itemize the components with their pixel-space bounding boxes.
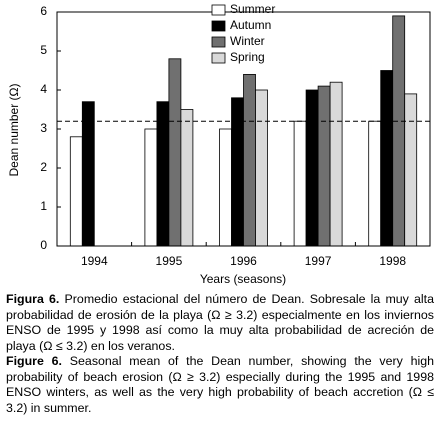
y-tick-label: 6 [40,4,47,18]
caption-text: Promedio estacional del número de Dean. … [6,292,434,353]
bar [255,89,268,247]
bar [168,58,182,247]
caption-en: Figure 6. Seasonal mean of the Dean numb… [6,354,434,416]
caption-es: Figura 6. Promedio estacional del número… [6,292,434,354]
legend-label: Summer [230,2,275,16]
y-tick-label: 2 [40,160,47,174]
y-tick-label: 3 [40,121,47,135]
bar [293,120,307,247]
x-tick-label: 1997 [305,254,332,268]
caption: Figura 6. Promedio estacional del número… [0,292,440,416]
legend-label: Autumn [230,18,271,32]
legend-label: Winter [230,34,265,48]
caption-label: Figure 6. [6,354,62,368]
bar [404,93,418,247]
bar [156,101,170,247]
bar [180,109,194,247]
y-tick-label: 0 [40,238,47,252]
caption-text: Seasonal mean of the Dean number, showin… [6,354,434,415]
bar [329,81,343,247]
bar [392,15,406,247]
caption-label: Figura 6. [6,292,60,306]
bar [317,85,331,247]
bar [69,136,83,247]
bar [81,101,95,247]
bar [380,70,394,247]
y-tick-label: 5 [40,43,47,57]
bar [368,120,382,247]
x-tick-label: 1996 [230,254,257,268]
x-tick-label: 1994 [81,254,108,268]
bar [305,89,319,247]
y-tick-label: 4 [40,82,47,96]
x-tick-label: 1998 [379,254,406,268]
legend-swatch [211,4,226,16]
legend-swatch [211,20,226,32]
bar [231,97,244,247]
legend-label: Spring [230,50,265,64]
y-tick-label: 1 [40,199,47,213]
bar [144,128,158,247]
plot-frame [56,11,431,247]
y-axis-label: Dean number (Ω) [7,83,21,176]
bar [243,74,256,247]
legend-swatch [211,52,226,64]
legend-swatch [211,36,226,48]
x-tick-label: 1995 [156,254,183,268]
x-axis-label: Years (seasons) [200,272,286,286]
bar [219,128,232,247]
chart: Dean number (Ω) Years (seasons) 0 1 2 3 4 5 6 1… [7,2,431,286]
